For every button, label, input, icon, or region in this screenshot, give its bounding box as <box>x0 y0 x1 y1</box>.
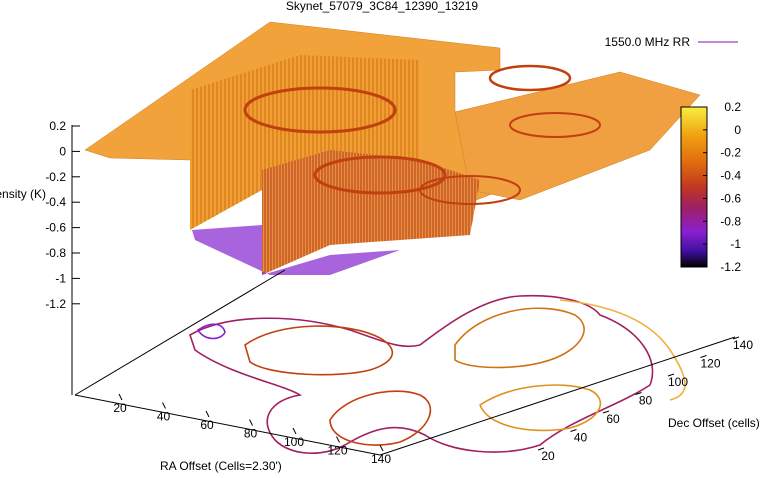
colorbar-tick-label: -0.4 <box>720 169 741 183</box>
z-tick-label: -0.6 <box>45 221 66 235</box>
surface-ring-1 <box>243 86 397 134</box>
x-tick-label: 140 <box>371 452 391 466</box>
colorbar-tick-label: -0.6 <box>720 191 741 205</box>
y-axis-label: Dec Offset (cells) <box>668 416 760 430</box>
legend: 1550.0 MHz RR <box>605 35 738 49</box>
contour-lobe-left <box>244 325 394 376</box>
axes-frame <box>71 125 736 456</box>
surface-wall-low <box>192 225 400 275</box>
z-tick-label: -1.2 <box>45 297 66 311</box>
y-tick-mark <box>635 392 642 395</box>
surface-wall-left <box>190 55 420 230</box>
y-tick-mark <box>700 355 707 358</box>
z-tick-label: 0 <box>59 144 66 158</box>
x-tick-label: 40 <box>157 410 171 424</box>
y-tick-label: 20 <box>541 449 555 463</box>
contour-lobe-bottom-right <box>479 384 602 432</box>
contour-small-purple <box>196 323 226 340</box>
colorbar-tick-label: -1 <box>730 237 741 251</box>
y-tick-mark <box>732 336 740 340</box>
x-tick-mark <box>336 436 340 443</box>
x-tick-label: 120 <box>327 444 347 458</box>
surface-ring-4 <box>509 112 601 138</box>
z-tick-label: -0.2 <box>45 170 66 184</box>
z-axis-label: Intensity (K) <box>0 187 46 201</box>
z-tick-label: -0.8 <box>45 246 66 260</box>
surface-ring-2 <box>313 155 447 195</box>
x-tick-label: 60 <box>200 418 214 432</box>
x-tick-mark <box>205 410 210 418</box>
legend-label: 1550.0 MHz RR <box>605 35 691 49</box>
surface-ring-3 <box>488 64 572 92</box>
y-tick-mark <box>667 373 675 377</box>
y-tick-label: 120 <box>700 357 720 371</box>
z-axis-ticks: 0.2 0 -0.2 -0.4 -0.6 -0.8 -1 -1.2 <box>45 119 80 311</box>
y-tick-label: 80 <box>639 394 653 408</box>
colorbar-tick-label: -0.8 <box>720 214 741 228</box>
y-tick-mark <box>602 410 610 414</box>
surface-wall-mid <box>262 150 480 275</box>
chart-title: Skynet_57079_3C84_12390_13219 <box>286 0 479 13</box>
surface-ring-5 <box>419 175 521 205</box>
x-tick-mark <box>379 444 384 452</box>
x-tick-mark <box>118 393 123 401</box>
z-tick-label: 0.2 <box>49 119 66 133</box>
x-axis-line <box>74 394 381 456</box>
colorbar-gradient <box>680 106 708 268</box>
y-tick-label: 60 <box>606 412 620 426</box>
contour-lobe-right <box>454 307 585 369</box>
colorbar: 0.2 0 -0.2 -0.4 -0.6 -0.8 -1 -1.2 <box>680 100 741 274</box>
colorbar-tick-label: 0.2 <box>724 100 741 114</box>
y-tick-label: 100 <box>668 375 688 389</box>
x-tick-label: 20 <box>113 401 127 415</box>
back-axis-line <box>74 269 286 396</box>
x-axis-label: RA Offset (Cells=2.30') <box>160 459 282 473</box>
surface <box>84 21 701 275</box>
contour-lobe-bottom <box>329 390 432 446</box>
x-tick-mark <box>292 427 297 435</box>
colorbar-ticks: 0.2 0 -0.2 -0.4 -0.6 -0.8 -1 -1.2 <box>703 100 741 274</box>
contour-outer-right <box>559 299 686 401</box>
z-tick-label: -0.4 <box>45 195 66 209</box>
x-tick-label: 100 <box>284 435 304 449</box>
y-tick-label: 140 <box>733 338 753 352</box>
colorbar-tick-label: -0.2 <box>720 146 741 160</box>
x-tick-mark <box>249 419 253 426</box>
x-axis-ticks: 20 40 60 80 100 120 140 <box>113 393 391 466</box>
y-tick-label: 40 <box>574 431 588 445</box>
colorbar-tick-label: -1.2 <box>720 260 741 274</box>
y-axis-line <box>379 336 736 456</box>
x-tick-label: 80 <box>244 427 258 441</box>
x-tick-mark <box>162 402 166 409</box>
z-tick-label: -1 <box>55 271 66 285</box>
y-axis-ticks: 20 40 60 80 100 120 140 <box>537 336 753 463</box>
base-contours <box>189 294 686 455</box>
contour-outer <box>189 294 654 455</box>
y-tick-mark <box>570 429 577 432</box>
colorbar-tick-label: 0 <box>734 123 741 137</box>
y-tick-mark <box>537 447 545 451</box>
